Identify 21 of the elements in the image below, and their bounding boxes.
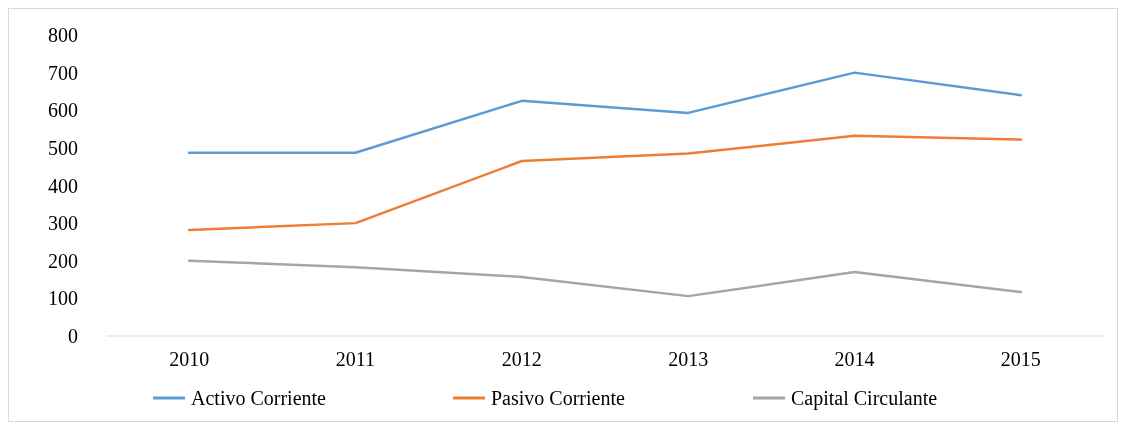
y-tick-label: 700 xyxy=(48,61,78,84)
legend-label: Capital Circulante xyxy=(791,387,938,410)
legend-label: Pasivo Corriente xyxy=(491,387,625,409)
x-tick-label: 2010 xyxy=(169,348,210,370)
y-tick-label: 300 xyxy=(48,212,78,235)
line-series xyxy=(187,71,1023,155)
y-tick-label: 400 xyxy=(48,174,78,197)
x-tick-label: 2014 xyxy=(834,348,875,370)
y-tick-label: 100 xyxy=(48,287,78,310)
y-tick-label: 600 xyxy=(48,99,78,122)
line-series xyxy=(187,259,1023,298)
y-tick-label: 200 xyxy=(48,249,78,272)
x-tick-label: 2012 xyxy=(501,348,542,370)
x-tick-label: 2015 xyxy=(1000,348,1041,370)
x-tick-label: 2011 xyxy=(335,348,376,370)
y-tick-label: 800 xyxy=(48,24,78,46)
y-tick-label: 0 xyxy=(68,325,78,347)
line-series xyxy=(187,134,1023,232)
y-tick-label: 500 xyxy=(48,136,78,159)
x-tick-label: 2013 xyxy=(668,348,709,370)
legend-label: Activo Corriente xyxy=(191,387,327,409)
